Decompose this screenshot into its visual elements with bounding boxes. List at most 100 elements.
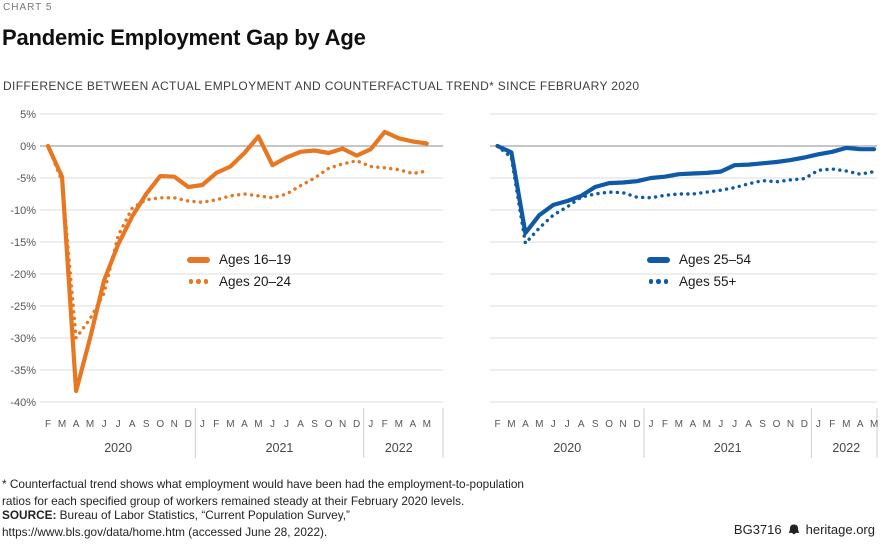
svg-text:O: O [773,419,781,430]
legend-right: Ages 25–54 Ages 55+ [647,252,751,289]
chart-number: CHART 5 [3,2,53,13]
svg-text:M: M [703,419,711,430]
svg-text:M: M [254,419,262,430]
svg-text:M: M [86,419,94,430]
chart-subtitle: DIFFERENCE BETWEEN ACTUAL EMPLOYMENT AND… [3,79,640,93]
svg-text:J: J [732,419,737,430]
legend-left: Ages 16–19 Ages 20–24 [187,252,291,289]
svg-text:J: J [102,419,107,430]
svg-text:M: M [226,419,234,430]
svg-text:F: F [662,419,668,430]
svg-text:2020: 2020 [104,441,132,455]
svg-text:N: N [171,419,178,430]
svg-text:F: F [45,419,51,430]
solid-line-swatch-icon [187,256,210,263]
svg-text:D: D [353,419,360,430]
svg-text:N: N [619,419,626,430]
source-line: SOURCE: Bureau of Labor Statistics, “Cur… [2,508,350,522]
svg-text:M: M [58,419,66,430]
legend-item-ages-20-24: Ages 20–24 [187,274,291,289]
svg-text:O: O [605,419,613,430]
svg-text:A: A [409,419,416,430]
svg-text:S: S [311,419,318,430]
svg-text:J: J [648,419,653,430]
svg-text:J: J [816,419,821,430]
svg-text:0%: 0% [20,141,36,153]
legend-item-ages-25-54: Ages 25–54 [647,252,751,267]
svg-text:D: D [801,419,808,430]
svg-text:D: D [185,419,192,430]
svg-text:J: J [116,419,121,430]
svg-text:5%: 5% [20,109,36,121]
dotted-line-swatch-icon [187,279,210,284]
svg-text:-15%: -15% [10,237,36,249]
svg-text:2022: 2022 [385,441,413,455]
svg-text:S: S [143,419,150,430]
legend-item-ages-16-19: Ages 16–19 [187,252,291,267]
report-id: BG3716 [733,522,782,537]
svg-text:F: F [213,419,219,430]
svg-text:A: A [578,419,585,430]
svg-text:O: O [156,419,164,430]
svg-text:J: J [718,419,723,430]
svg-text:M: M [507,419,515,430]
svg-text:A: A [241,419,248,430]
svg-text:A: A [857,419,864,430]
footnote: * Counterfactual trend shows what employ… [2,476,524,509]
svg-text:2022: 2022 [832,441,860,455]
footnote-line-2: ratios for each specified group of worke… [2,493,465,508]
svg-text:J: J [551,419,556,430]
svg-text:-30%: -30% [10,333,36,345]
svg-text:2020: 2020 [553,441,581,455]
legend-item-ages-55-plus: Ages 55+ [647,274,751,289]
source-url: https://www.bls.gov/data/home.htm (acces… [2,525,328,539]
svg-text:F: F [494,419,500,430]
svg-text:O: O [325,419,333,430]
svg-text:M: M [395,419,403,430]
source-text: Bureau of Labor Statistics, “Current Pop… [56,508,350,522]
svg-text:J: J [565,419,570,430]
svg-text:M: M [675,419,683,430]
svg-text:J: J [284,419,289,430]
svg-text:A: A [689,419,696,430]
legend-label: Ages 20–24 [219,274,292,289]
brand-site: heritage.org [805,522,875,537]
svg-text:-5%: -5% [16,173,36,185]
svg-text:M: M [535,419,543,430]
svg-text:M: M [870,419,878,430]
svg-text:2021: 2021 [714,441,742,455]
svg-text:M: M [423,419,431,430]
svg-text:-40%: -40% [10,397,36,409]
svg-text:D: D [633,419,640,430]
legend-label: Ages 16–19 [219,252,292,267]
svg-text:A: A [522,419,529,430]
svg-text:N: N [787,419,794,430]
svg-text:F: F [382,419,388,430]
legend-label: Ages 55+ [679,274,737,289]
svg-text:-10%: -10% [10,205,36,217]
svg-text:S: S [759,419,766,430]
dotted-line-swatch-icon [647,279,670,284]
svg-text:-35%: -35% [10,365,36,377]
footnote-line-1: * Counterfactual trend shows what employ… [2,477,524,491]
svg-text:N: N [339,419,346,430]
page-title: Pandemic Employment Gap by Age [2,25,366,50]
svg-text:F: F [829,419,835,430]
svg-text:S: S [592,419,599,430]
svg-text:A: A [297,419,304,430]
svg-text:A: A [129,419,136,430]
svg-text:J: J [200,419,205,430]
svg-text:J: J [368,419,373,430]
svg-text:A: A [745,419,752,430]
svg-text:2021: 2021 [266,441,294,455]
solid-line-swatch-icon [647,256,670,263]
source-label: SOURCE: [2,508,57,522]
svg-text:A: A [73,419,80,430]
svg-text:-25%: -25% [10,301,36,313]
legend-label: Ages 25–54 [679,252,752,267]
svg-text:J: J [270,419,275,430]
heritage-bell-icon [788,523,799,534]
svg-text:-20%: -20% [10,269,36,281]
